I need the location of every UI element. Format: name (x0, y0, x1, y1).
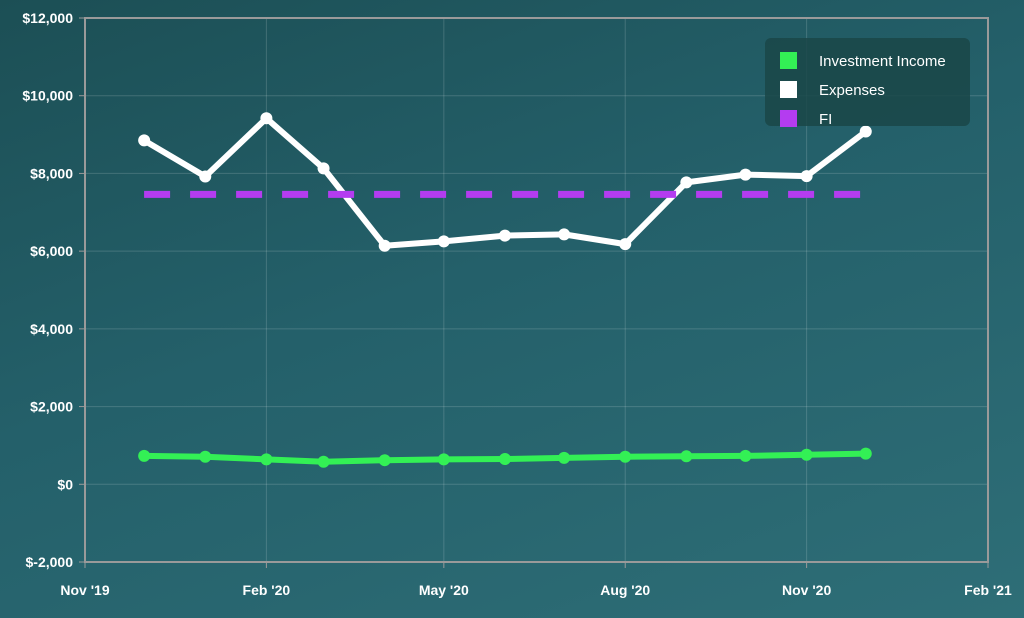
y-tick-label: $0 (57, 476, 73, 492)
y-tick-label: $8,000 (30, 165, 73, 181)
y-tick-label: $2,000 (30, 399, 73, 415)
x-axis-tick-labels: Nov '19 Feb '20 May '20 Aug '20 Nov '20 Feb '… (60, 582, 1012, 598)
series-expenses (138, 112, 872, 252)
data-point (498, 229, 511, 242)
x-tick-label: Feb '20 (243, 582, 291, 598)
data-point (680, 176, 693, 189)
y-tick-label: $-2,000 (26, 554, 74, 570)
data-point (378, 454, 391, 467)
series-investment-income (138, 447, 872, 468)
data-point (739, 449, 752, 462)
legend-label: Expenses (819, 82, 885, 99)
data-point (859, 447, 872, 460)
plot-area-frame (84, 17, 989, 563)
x-tick-label: May '20 (419, 582, 469, 598)
data-point (680, 450, 693, 463)
data-point (619, 450, 632, 463)
legend-box (765, 38, 970, 126)
chart-series (138, 112, 872, 468)
data-point (199, 450, 212, 463)
data-point (260, 112, 273, 125)
data-point (317, 162, 330, 175)
data-point (437, 235, 450, 248)
data-point (558, 228, 571, 241)
data-point (138, 134, 151, 147)
x-tick-label: Aug '20 (600, 582, 650, 598)
legend-label: FI (819, 111, 832, 128)
y-tick-label: $4,000 (30, 321, 73, 337)
data-point (619, 238, 632, 251)
data-point (800, 170, 813, 183)
y-tick-label: $12,000 (22, 10, 73, 26)
legend-swatch (780, 52, 797, 69)
data-point (800, 448, 813, 461)
data-point (739, 168, 752, 181)
chart-legend[interactable]: Investment Income Expenses FI (765, 38, 970, 128)
data-point (378, 239, 391, 252)
legend-swatch (780, 110, 797, 127)
legend-label: Investment Income (819, 53, 946, 70)
legend-swatch (780, 81, 797, 98)
y-axis-tick-labels: $-2,000 $0 $2,000 $4,000 $6,000 $8,000 $10,000… (22, 10, 73, 570)
data-point (498, 453, 511, 466)
data-point (317, 455, 330, 468)
x-tick-label: Feb '21 (964, 582, 1012, 598)
x-tick-label: Nov '19 (60, 582, 109, 598)
series-line (141, 115, 869, 249)
data-point (199, 170, 212, 183)
data-point (437, 453, 450, 466)
data-point (558, 451, 571, 464)
y-tick-label: $6,000 (30, 243, 73, 259)
data-point (138, 449, 151, 462)
y-tick-label: $10,000 (22, 88, 73, 104)
x-tick-label: Nov '20 (782, 582, 831, 598)
data-point (260, 453, 273, 466)
data-point (859, 125, 872, 138)
